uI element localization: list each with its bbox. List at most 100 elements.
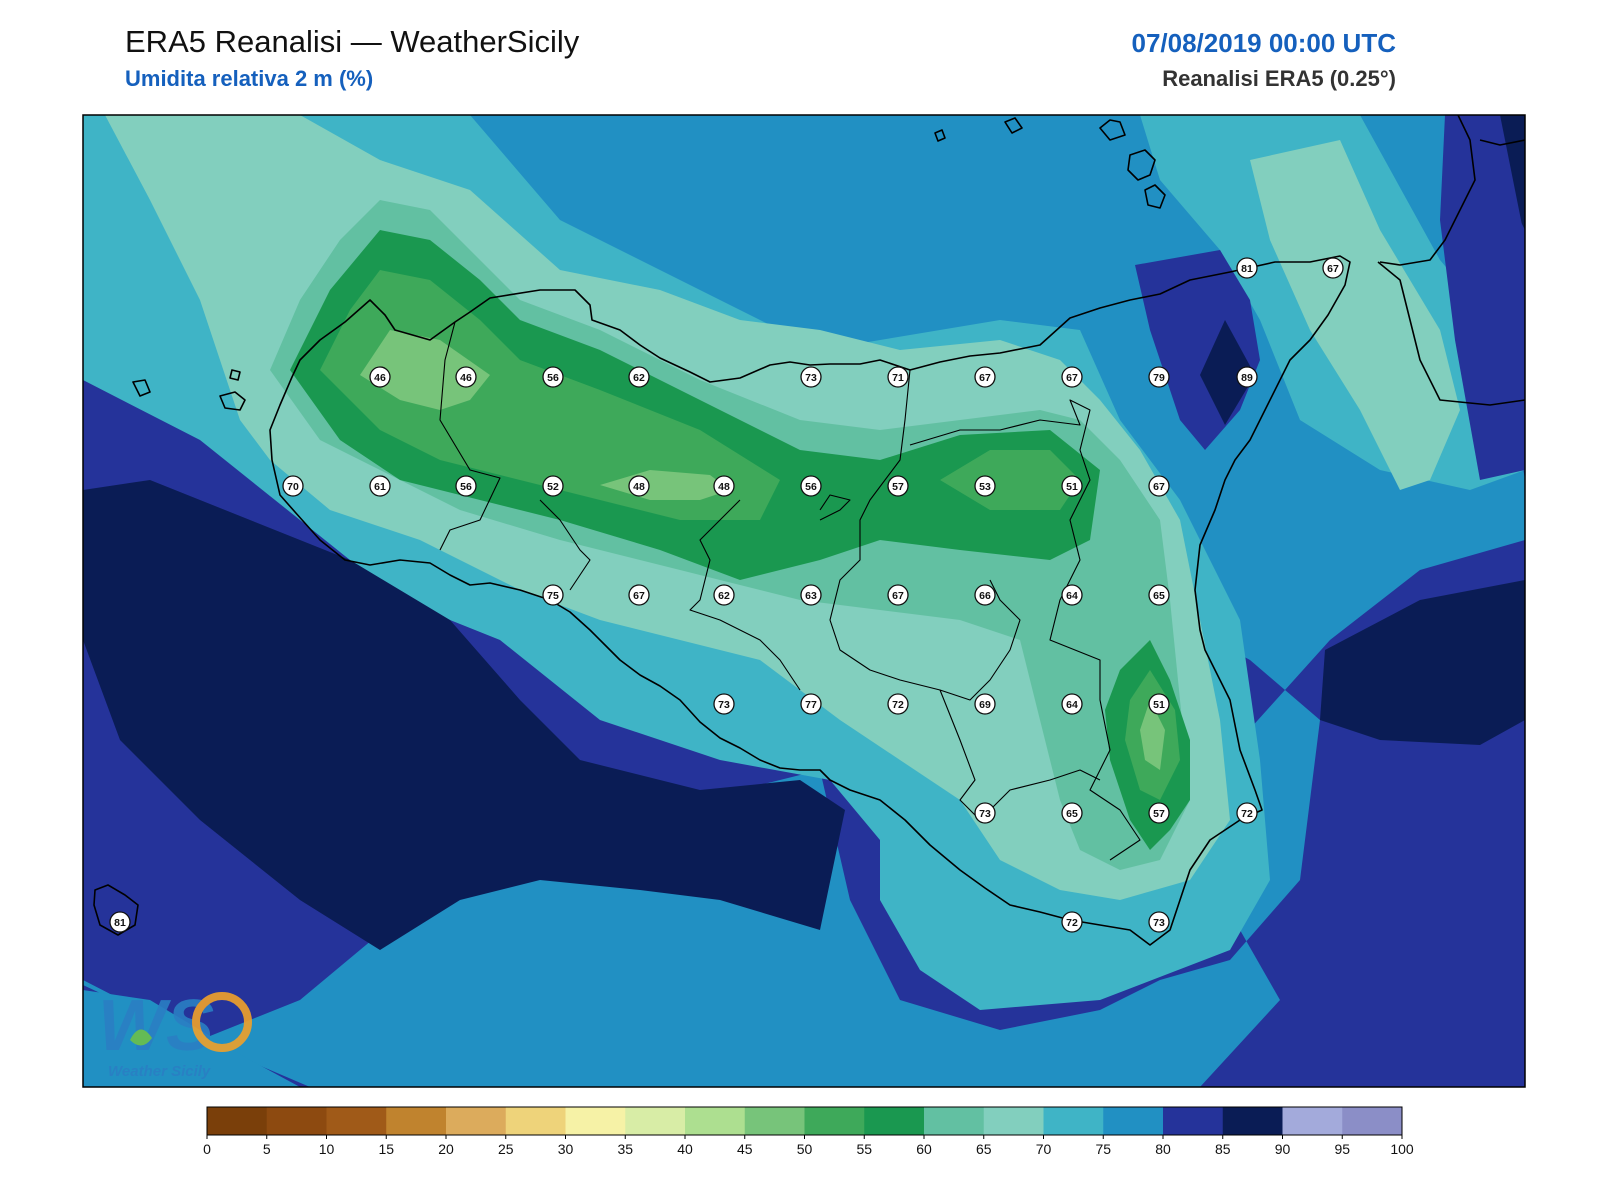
station-value: 67: [979, 372, 991, 384]
station-circle: [1148, 366, 1170, 388]
province-border: [819, 494, 851, 521]
station-marker: 67: [1148, 475, 1170, 497]
colorbar-tick-label: 90: [1275, 1141, 1291, 1157]
station-marker: 64: [1061, 693, 1083, 715]
colorbar-tick-label: 40: [677, 1141, 693, 1157]
station-circle: [628, 366, 650, 388]
station-marker: 67: [974, 366, 996, 388]
station-marker: 48: [628, 475, 650, 497]
station-value: 72: [1066, 917, 1078, 929]
station-value: 63: [805, 590, 817, 602]
station-marker: 70: [282, 475, 304, 497]
station-value: 61: [374, 481, 386, 493]
aeolian-island: [1004, 117, 1023, 134]
station-marker: 67: [887, 584, 909, 606]
colorbar-cell: [983, 1107, 1044, 1135]
map-source: Reanalisi ERA5 (0.25°): [1162, 66, 1396, 91]
station-circle: [713, 584, 735, 606]
station-value: 51: [1153, 699, 1165, 711]
colorbar-ticks: 0 5 10 15 20 25 30 35 40 45 50 55 60 65 70 75 80 85 90 95 10…: [203, 1135, 1414, 1157]
colorbar-tick-label: 55: [856, 1141, 872, 1157]
weathersicily-logo: WS Weather Sicily: [98, 986, 252, 1080]
station-value: 57: [892, 481, 904, 493]
colorbar-tick-label: 20: [438, 1141, 454, 1157]
station-value: 56: [805, 481, 817, 493]
station-value: 71: [892, 372, 904, 384]
field-50-55-east: [940, 450, 1080, 510]
station-circle: [542, 366, 564, 388]
colorbar-cell: [1222, 1107, 1283, 1135]
colorbar-cell: [446, 1107, 507, 1135]
station-circle: [713, 693, 735, 715]
colorbar-cell: [386, 1107, 447, 1135]
field-75-80-sw: [83, 990, 300, 1087]
station-marker: 63: [800, 584, 822, 606]
colorbar-cell: [864, 1107, 925, 1135]
station-value: 65: [1153, 590, 1165, 602]
station-circle: [109, 911, 131, 933]
colorbar-cell: [1103, 1107, 1164, 1135]
station-circle: [1148, 911, 1170, 933]
station-marker: 69: [974, 693, 996, 715]
station-value: 57: [1153, 808, 1165, 820]
station-value: 81: [114, 917, 126, 929]
map-subtitle: Umidita relativa 2 m (%): [125, 66, 374, 91]
egadi-island: [132, 379, 151, 397]
station-marker: 65: [1148, 584, 1170, 606]
station-marker: 81: [1236, 257, 1258, 279]
station-circle: [1236, 257, 1258, 279]
station-circle: [800, 475, 822, 497]
station-circle: [1061, 911, 1083, 933]
station-circle: [887, 366, 909, 388]
station-circle: [1061, 475, 1083, 497]
colorbar-cell: [207, 1107, 268, 1135]
station-circle: [1061, 693, 1083, 715]
station-value: 72: [892, 699, 904, 711]
station-circle: [974, 366, 996, 388]
colorbar-tick-label: 100: [1390, 1141, 1414, 1157]
calabria-coast: [1377, 261, 1526, 406]
station-marker: 51: [1148, 693, 1170, 715]
station-marker: 73: [1148, 911, 1170, 933]
map-frame: [82, 114, 1526, 1088]
colorbar-cell: [804, 1107, 865, 1135]
colorbar-cell: [565, 1107, 626, 1135]
colorbar-tick-label: 45: [737, 1141, 753, 1157]
station-value: 56: [460, 481, 472, 493]
station-value: 66: [979, 590, 991, 602]
station-marker: 56: [455, 475, 477, 497]
field-65-70-east: [1250, 140, 1460, 490]
station-value: 48: [633, 481, 645, 493]
colorbar-cell: [685, 1107, 746, 1135]
station-marker: 72: [887, 693, 909, 715]
station-circle: [628, 475, 650, 497]
province-border: [439, 321, 501, 551]
station-marker: 73: [974, 802, 996, 824]
station-circle: [1061, 366, 1083, 388]
field-50-55: [320, 270, 780, 520]
station-marker: 79: [1148, 366, 1170, 388]
station-circle: [1236, 366, 1258, 388]
station-marker: 64: [1061, 584, 1083, 606]
station-marker: 56: [800, 475, 822, 497]
station-marker: 71: [887, 366, 909, 388]
egadi-island: [229, 369, 241, 381]
station-value: 69: [979, 699, 991, 711]
map-title: ERA5 Reanalisi — WeatherSicily: [125, 24, 580, 59]
logo-text: Weather Sicily: [108, 1063, 211, 1080]
station-circle: [1061, 802, 1083, 824]
station-value: 56: [547, 372, 559, 384]
egadi-island: [219, 391, 246, 411]
station-values: 81 67 46 46 56 62 73 71 67 67 79 89 70 61 56 52 48 48 56 57…: [109, 257, 1344, 933]
station-value: 46: [374, 372, 386, 384]
station-value: 81: [1241, 263, 1253, 275]
leaf-icon: [130, 1029, 152, 1046]
station-marker: 67: [628, 584, 650, 606]
station-value: 67: [633, 590, 645, 602]
station-circle: [800, 584, 822, 606]
colorbar-tick-label: 15: [378, 1141, 394, 1157]
calabria-coast-north: [1379, 114, 1476, 266]
station-value: 70: [287, 481, 299, 493]
aeolian-island: [1099, 119, 1126, 141]
